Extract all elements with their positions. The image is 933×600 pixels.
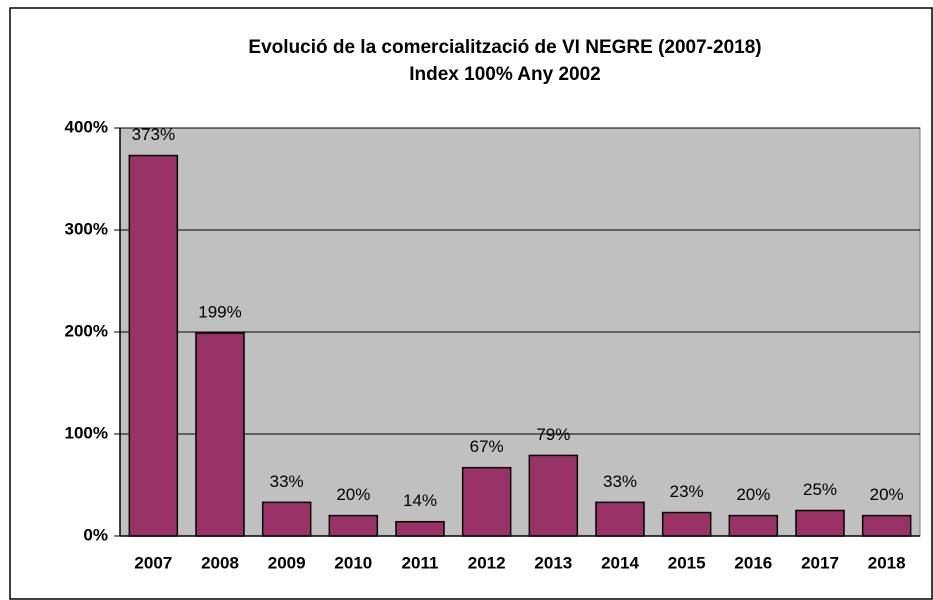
bar — [128, 154, 179, 537]
y-tick-label: 100% — [65, 423, 108, 442]
chart-title: Evolució de la comercialització de VI NE… — [248, 37, 761, 58]
bar — [595, 501, 645, 537]
value-label: 33% — [603, 472, 637, 491]
x-tick-label: 2011 — [402, 553, 439, 572]
value-label: 20% — [736, 485, 770, 504]
y-tick-label: 300% — [65, 219, 108, 238]
value-label: 79% — [536, 425, 570, 444]
value-label: 67% — [470, 437, 504, 456]
bar — [661, 511, 712, 537]
value-label: 23% — [670, 482, 704, 501]
value-label: 199% — [198, 303, 241, 322]
value-label: 33% — [270, 472, 304, 491]
bar — [395, 520, 445, 537]
bar — [795, 509, 845, 537]
bar — [328, 514, 379, 537]
y-tick-label: 200% — [65, 321, 108, 340]
x-tick-label: 2013 — [534, 553, 572, 572]
x-tick-label: 2008 — [201, 553, 239, 572]
x-tick-label: 2010 — [334, 553, 372, 572]
chart-subtitle: Index 100% Any 2002 — [409, 64, 601, 85]
x-tick-label: 2014 — [601, 553, 639, 572]
x-tick-label: 2009 — [268, 553, 306, 572]
bar — [728, 514, 779, 537]
bar — [261, 501, 312, 537]
y-tick-label: 0% — [83, 525, 108, 544]
value-label: 373% — [132, 125, 175, 144]
y-tick-label: 400% — [65, 117, 108, 136]
x-tick-label: 2015 — [668, 553, 706, 572]
bar — [461, 466, 512, 537]
x-tick-label: 2017 — [801, 553, 839, 572]
bar — [528, 454, 579, 537]
x-tick-label: 2012 — [468, 553, 506, 572]
bar — [195, 332, 245, 537]
value-label: 14% — [403, 491, 437, 510]
value-label: 20% — [870, 485, 904, 504]
x-tick-label: 2018 — [868, 553, 906, 572]
x-tick-label: 2007 — [134, 553, 172, 572]
value-label: 25% — [803, 480, 837, 499]
x-tick-label: 2016 — [734, 553, 772, 572]
value-label: 20% — [336, 485, 370, 504]
bar — [861, 514, 912, 537]
